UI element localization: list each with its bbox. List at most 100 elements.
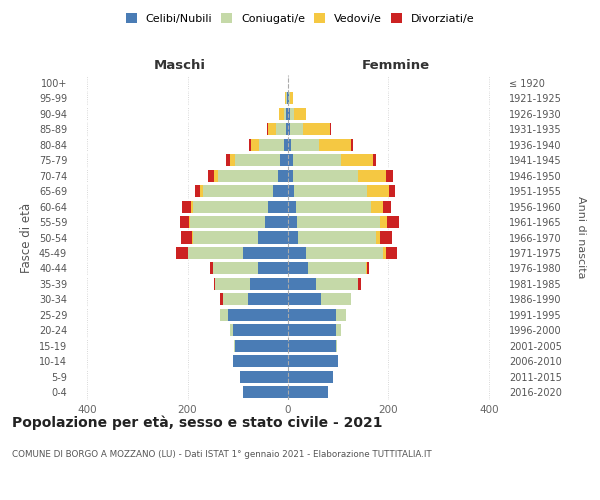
Bar <box>288 108 290 120</box>
Bar <box>228 309 288 321</box>
Bar <box>288 340 336 352</box>
Bar <box>233 324 288 336</box>
Bar <box>288 232 298 243</box>
Bar <box>249 138 251 150</box>
Bar <box>358 278 361 290</box>
Bar <box>289 92 290 104</box>
Bar <box>366 262 367 274</box>
Bar <box>319 138 351 150</box>
Bar <box>288 294 320 306</box>
Bar <box>210 262 212 274</box>
Bar <box>268 123 276 135</box>
Bar <box>293 154 341 166</box>
Bar <box>293 170 358 181</box>
Bar <box>286 123 288 135</box>
Bar <box>380 232 392 243</box>
Bar <box>373 154 376 166</box>
Bar <box>193 200 268 212</box>
Bar <box>233 356 288 368</box>
Bar <box>212 262 258 274</box>
Bar <box>280 154 288 166</box>
Bar <box>240 371 288 383</box>
Bar <box>294 185 367 197</box>
Bar <box>279 108 284 120</box>
Bar <box>305 247 383 259</box>
Bar <box>235 340 288 352</box>
Bar <box>235 154 280 166</box>
Bar <box>234 340 235 352</box>
Bar <box>388 216 398 228</box>
Bar <box>182 200 191 212</box>
Bar <box>336 309 346 321</box>
Bar <box>351 138 353 150</box>
Bar <box>288 371 333 383</box>
Bar <box>190 216 265 228</box>
Bar <box>288 324 336 336</box>
Bar <box>278 170 288 181</box>
Bar <box>290 108 293 120</box>
Text: COMUNE DI BORGO A MOZZANO (LU) - Dati ISTAT 1° gennaio 2021 - Elaborazione TUTTI: COMUNE DI BORGO A MOZZANO (LU) - Dati IS… <box>12 450 432 459</box>
Bar <box>316 278 358 290</box>
Text: Femmine: Femmine <box>362 59 430 72</box>
Legend: Celibi/Nubili, Coniugati/e, Vedovi/e, Divorziati/e: Celibi/Nubili, Coniugati/e, Vedovi/e, Di… <box>124 10 476 26</box>
Bar <box>367 185 389 197</box>
Bar <box>193 232 258 243</box>
Bar <box>223 294 248 306</box>
Bar <box>188 247 243 259</box>
Bar <box>208 170 214 181</box>
Bar <box>259 138 284 150</box>
Bar <box>195 185 200 197</box>
Bar <box>226 154 230 166</box>
Bar <box>383 247 386 259</box>
Bar <box>189 216 190 228</box>
Bar <box>287 92 288 104</box>
Bar <box>383 200 391 212</box>
Bar <box>288 154 293 166</box>
Bar <box>288 386 328 398</box>
Bar <box>288 309 336 321</box>
Bar <box>200 185 203 197</box>
Bar <box>288 247 305 259</box>
Bar <box>248 294 288 306</box>
Bar <box>215 278 250 290</box>
Bar <box>298 232 376 243</box>
Bar <box>286 108 288 120</box>
Bar <box>203 185 273 197</box>
Bar <box>330 123 331 135</box>
Bar <box>341 154 373 166</box>
Bar <box>276 123 286 135</box>
Y-axis label: Fasce di età: Fasce di età <box>20 202 33 272</box>
Bar <box>290 92 293 104</box>
Bar <box>258 262 288 274</box>
Bar <box>181 232 192 243</box>
Text: Popolazione per età, sesso e stato civile - 2021: Popolazione per età, sesso e stato civil… <box>12 415 383 430</box>
Bar <box>296 200 371 212</box>
Bar <box>293 108 306 120</box>
Bar <box>288 123 290 135</box>
Bar <box>214 170 218 181</box>
Bar <box>243 247 288 259</box>
Bar <box>251 138 259 150</box>
Bar <box>286 92 287 104</box>
Bar <box>220 294 223 306</box>
Bar <box>386 170 394 181</box>
Bar <box>288 216 297 228</box>
Bar <box>288 92 289 104</box>
Bar <box>220 309 228 321</box>
Bar <box>320 294 351 306</box>
Bar <box>288 200 296 212</box>
Bar <box>291 138 319 150</box>
Bar <box>336 340 337 352</box>
Bar <box>288 278 316 290</box>
Bar <box>191 200 193 212</box>
Bar <box>376 232 380 243</box>
Bar <box>288 356 338 368</box>
Bar <box>214 278 215 290</box>
Bar <box>284 138 288 150</box>
Bar <box>218 170 278 181</box>
Bar <box>358 170 386 181</box>
Bar <box>180 216 189 228</box>
Bar <box>273 185 288 197</box>
Bar <box>258 232 288 243</box>
Bar <box>285 92 286 104</box>
